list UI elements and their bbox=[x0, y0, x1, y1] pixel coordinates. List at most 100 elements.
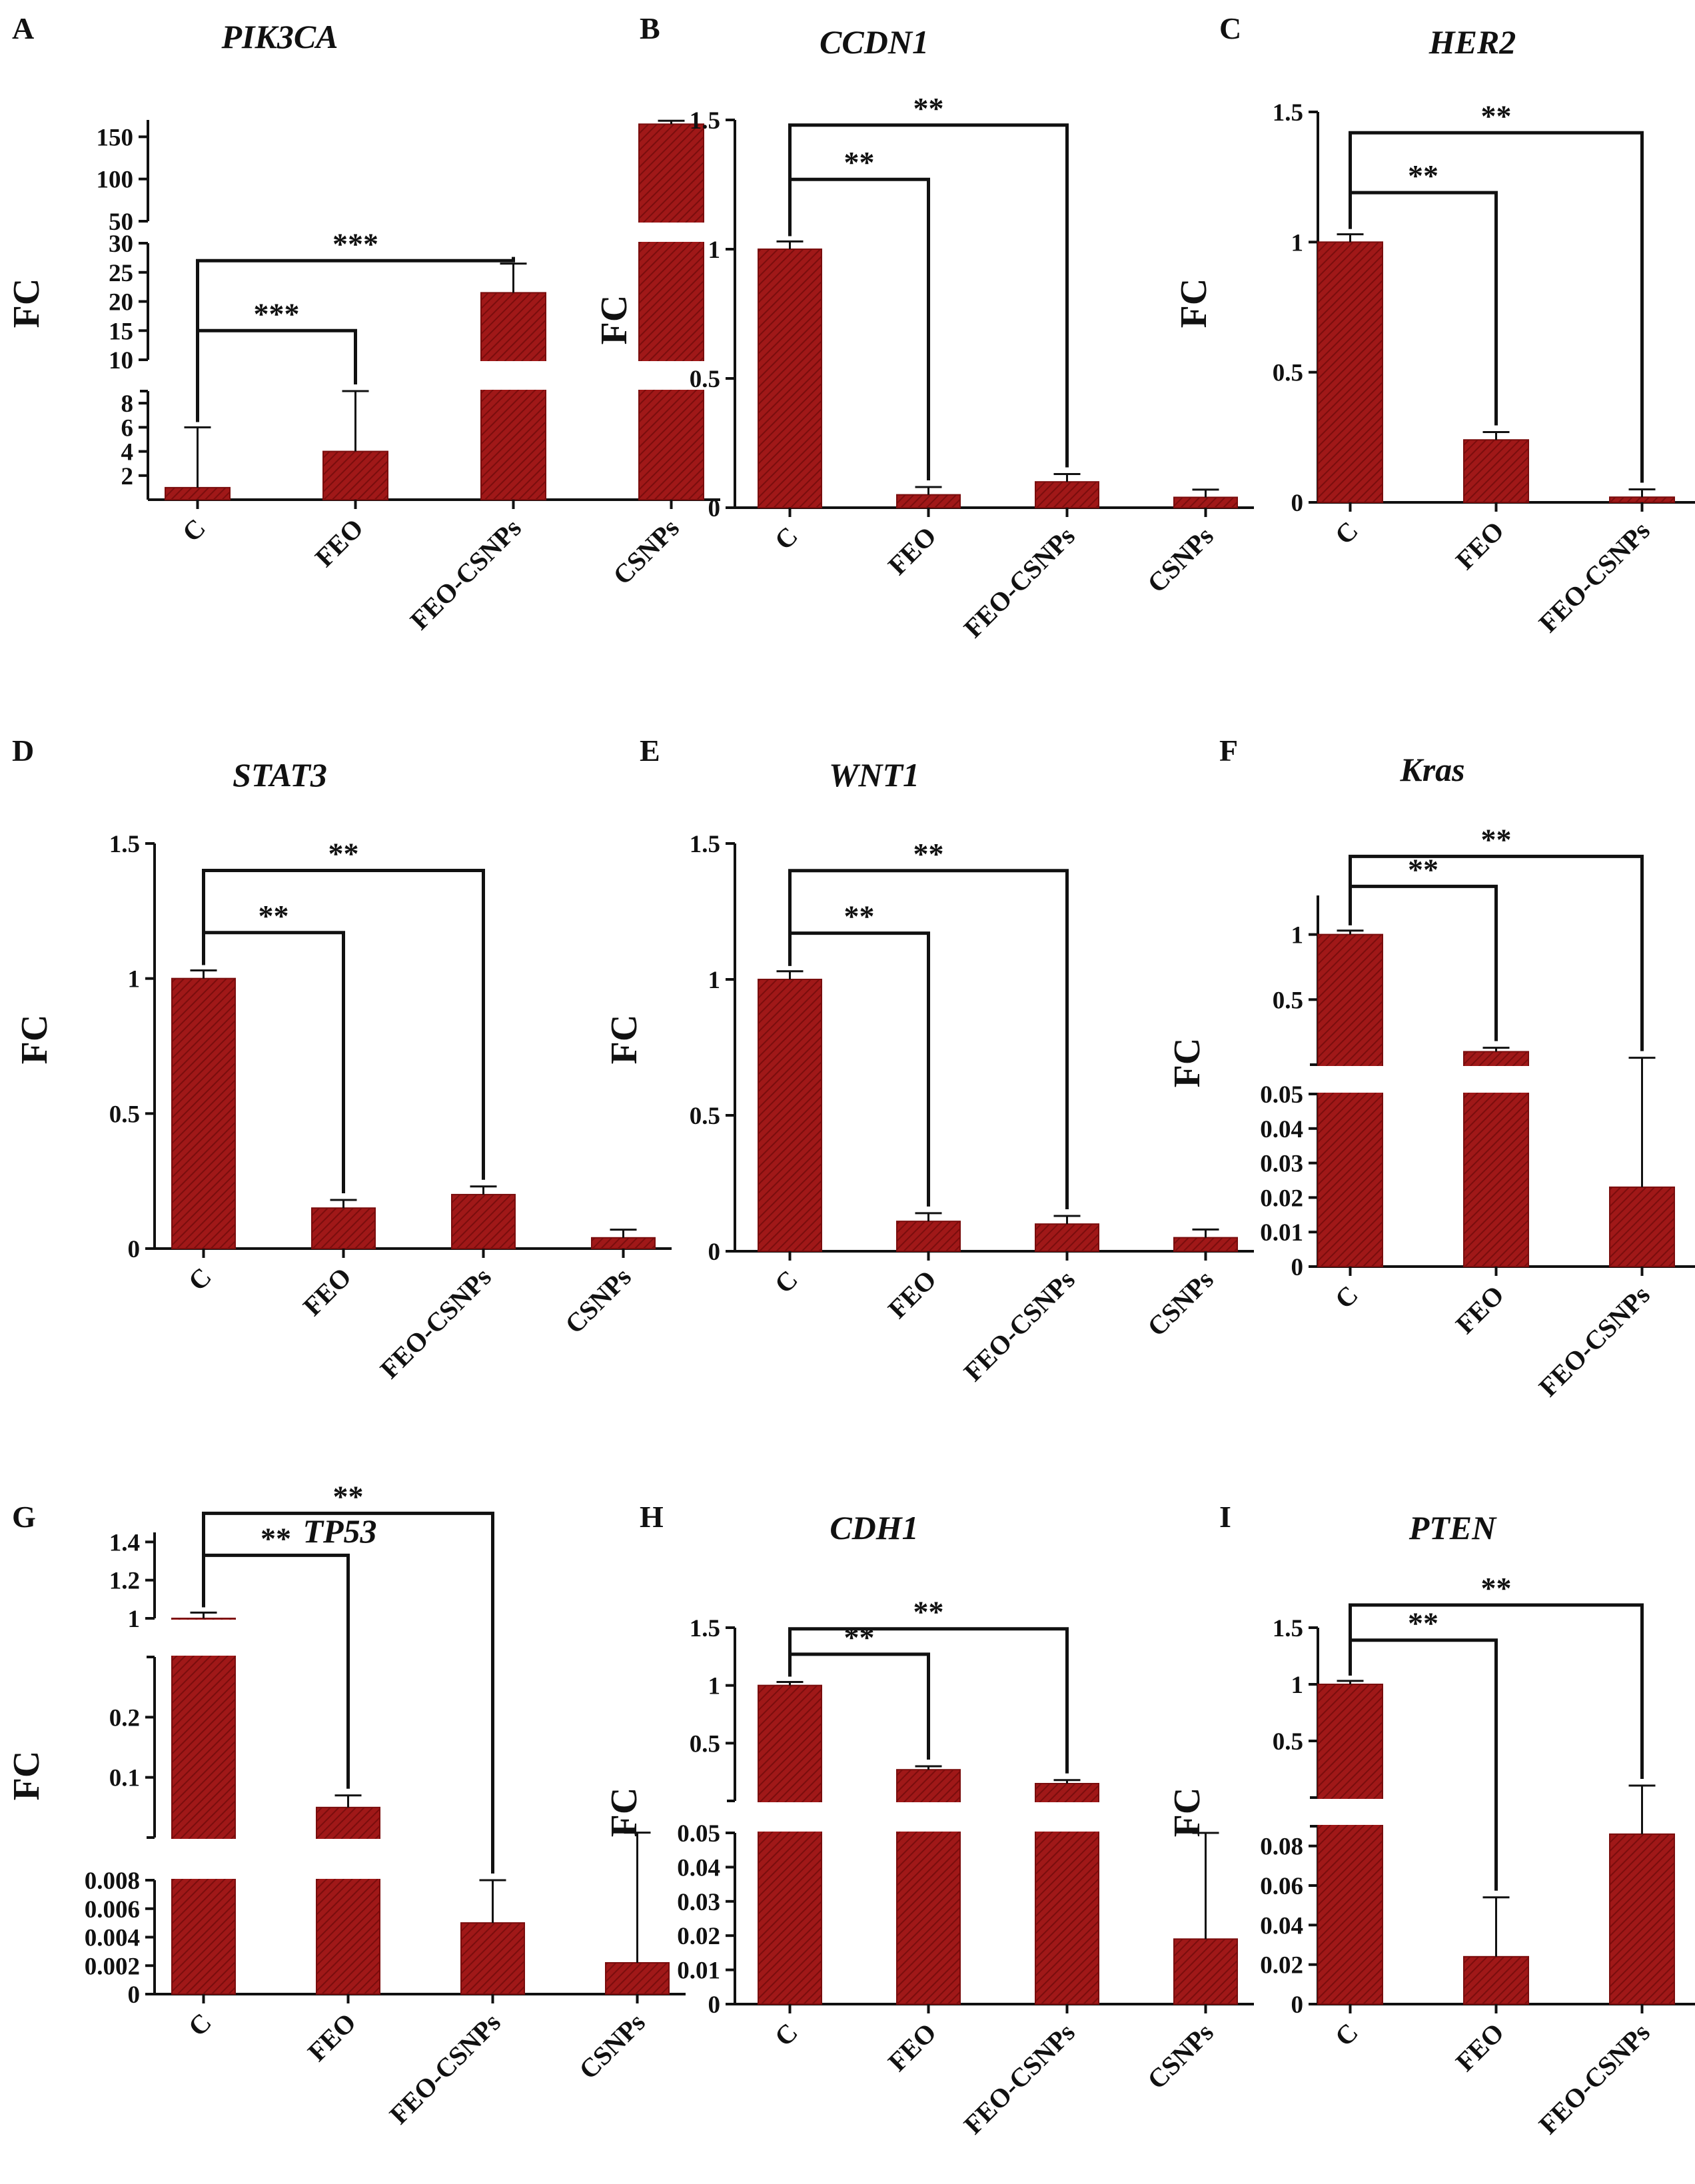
x-tick-label: FEO bbox=[309, 513, 369, 573]
y-tick-label: 1.5 bbox=[109, 831, 140, 858]
panel-letter: E bbox=[640, 734, 660, 768]
bar-break-gap bbox=[1462, 1066, 1530, 1093]
significance-label: ** bbox=[261, 1521, 291, 1555]
y-tick-label: 0.08 bbox=[1260, 1834, 1303, 1861]
x-tick-label: C bbox=[183, 2007, 217, 2042]
significance-label: ** bbox=[844, 899, 875, 933]
y-tick-label: 0.04 bbox=[1260, 1116, 1303, 1143]
y-tick-label: 0.5 bbox=[690, 1103, 720, 1130]
bar bbox=[1035, 1223, 1099, 1252]
bar bbox=[171, 977, 236, 1249]
panel-title: Kras bbox=[1399, 751, 1464, 788]
bar-break-gap bbox=[1317, 1066, 1384, 1093]
x-tick-label: CSNPs bbox=[559, 1262, 637, 1340]
y-tick-label: 30 bbox=[109, 231, 133, 258]
panel-title: STAT3 bbox=[233, 756, 327, 794]
x-tick-label: FEO bbox=[882, 2017, 942, 2077]
y-tick-label: 1 bbox=[708, 237, 721, 264]
significance-bracket bbox=[1349, 854, 1644, 1051]
significance-bracket bbox=[788, 123, 1069, 468]
significance-label: ** bbox=[1408, 1606, 1438, 1640]
y-tick-label: 1.5 bbox=[1273, 1615, 1303, 1642]
y-tick-label: 0.02 bbox=[1260, 1185, 1303, 1212]
significance-label: ** bbox=[844, 145, 875, 179]
bar bbox=[1173, 1938, 1238, 2005]
panel-h: H CDH1 FC 0 0.01 0.02 0.03 0.04 0.05 0.5 1 1.5 C FEO F… bbox=[604, 1500, 1254, 2140]
bar bbox=[1609, 1833, 1675, 2005]
significance-label: ** bbox=[913, 837, 944, 871]
bar bbox=[638, 123, 704, 501]
y-axis-label: FC bbox=[6, 278, 47, 328]
x-tick-label: FEO-CSNPs bbox=[958, 521, 1081, 644]
x-tick-label: CSNPs bbox=[1141, 1265, 1219, 1343]
bar bbox=[605, 1961, 670, 1995]
x-tick-label: FEO bbox=[302, 2007, 362, 2067]
bar-break-gap bbox=[757, 1802, 823, 1832]
y-tick-label: 1 bbox=[128, 966, 141, 993]
panel-title: TP53 bbox=[302, 1512, 376, 1550]
panel-letter: C bbox=[1219, 11, 1241, 45]
x-tick-label: C bbox=[769, 521, 804, 556]
x-tick-label: CSNPs bbox=[1141, 2017, 1219, 2095]
significance-label: ** bbox=[259, 899, 289, 933]
y-tick-label: 0.02 bbox=[1260, 1952, 1303, 1979]
y-tick-label: 1 bbox=[1291, 229, 1304, 257]
y-tick-label: 4 bbox=[121, 439, 134, 466]
significance-bracket bbox=[202, 1511, 494, 1874]
bar-break-gap bbox=[171, 1620, 237, 1656]
panel-letter: A bbox=[12, 11, 34, 45]
bar-break-gap bbox=[895, 1802, 961, 1832]
y-tick-label: 15 bbox=[109, 318, 133, 345]
y-tick-label: 0.01 bbox=[1260, 1219, 1303, 1247]
significance-bracket bbox=[788, 1627, 1069, 1774]
bar bbox=[758, 249, 822, 508]
significance-label: *** bbox=[332, 227, 378, 261]
significance-bracket bbox=[196, 328, 357, 422]
y-tick-label: 0 bbox=[708, 495, 721, 522]
y-tick-label: 6 bbox=[121, 414, 134, 442]
x-tick-label: CSNPs bbox=[1141, 521, 1219, 599]
x-tick-label: C bbox=[1329, 1280, 1364, 1315]
x-tick-label: FEO bbox=[1450, 2017, 1510, 2077]
y-tick-label: 1.5 bbox=[1273, 99, 1303, 127]
x-tick-label: FEO-CSNPs bbox=[384, 2007, 506, 2130]
significance-label: *** bbox=[254, 296, 300, 330]
y-axis-label: FC bbox=[1167, 1788, 1208, 1838]
bar bbox=[1609, 496, 1675, 503]
x-tick-label: FEO-CSNPs bbox=[374, 1262, 497, 1384]
bar-break-gap bbox=[638, 361, 705, 390]
y-tick-label: 1.5 bbox=[690, 107, 720, 135]
significance-label: ** bbox=[1408, 159, 1438, 193]
bar bbox=[316, 1806, 380, 1995]
y-axis-label: FC bbox=[1167, 1038, 1208, 1088]
y-tick-label: 1.5 bbox=[690, 831, 720, 858]
y-tick-label: 25 bbox=[109, 260, 133, 287]
panel-letter: B bbox=[640, 11, 660, 45]
x-tick-label: FEO bbox=[1450, 1280, 1510, 1340]
x-tick-label: FEO bbox=[1450, 516, 1510, 576]
bar bbox=[1173, 496, 1238, 508]
bar bbox=[1035, 481, 1099, 509]
bar bbox=[460, 1922, 525, 1995]
bar bbox=[1463, 1955, 1529, 2005]
y-tick-label: 0.5 bbox=[690, 366, 720, 393]
bar-break-gap bbox=[171, 1839, 237, 1879]
bar bbox=[171, 1618, 236, 1995]
significance-bracket bbox=[1349, 1603, 1644, 1779]
significance-label: ** bbox=[1481, 99, 1512, 133]
bar bbox=[896, 494, 961, 508]
significance-bracket bbox=[1349, 131, 1644, 483]
y-tick-label: 150 bbox=[97, 124, 134, 151]
bar bbox=[1463, 439, 1529, 503]
bar bbox=[165, 486, 231, 501]
significance-label: ** bbox=[844, 1620, 875, 1654]
y-tick-label: 0 bbox=[1291, 1991, 1304, 2019]
y-tick-label: 0 bbox=[1291, 490, 1304, 517]
x-tick-label: CSNPs bbox=[607, 513, 685, 591]
panel-f: F Kras FC 0 0.01 0.02 0.03 0.04 0.05 0.5 1 C FEO FEO-… bbox=[1167, 734, 1695, 1402]
y-tick-label: 100 bbox=[97, 167, 134, 194]
y-tick-label: 0.06 bbox=[1260, 1873, 1303, 1900]
bar bbox=[896, 1221, 961, 1252]
